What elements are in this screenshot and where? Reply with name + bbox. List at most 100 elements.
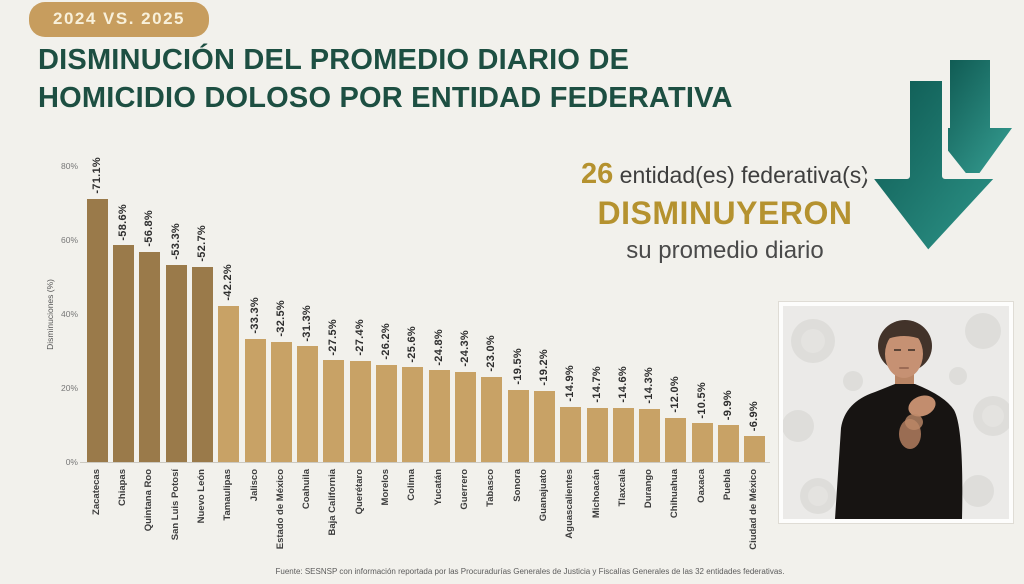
bar-category-label: Baja California: [327, 469, 339, 536]
bar-6: [244, 338, 266, 462]
bar-15: [481, 376, 503, 462]
bar-4: [191, 267, 213, 462]
bar-10: [349, 360, 371, 462]
y-axis-ticks: 0% 20% 40% 60% 80%: [40, 161, 78, 465]
bar-category-label: Coahuila: [301, 469, 313, 510]
bar-category-label: Ciudad de México: [748, 469, 760, 550]
bar-category-label: Yucatán: [432, 469, 444, 506]
bar-category-label: Colima: [406, 469, 418, 501]
callout-line1: 26 entidad(es) federativa(s): [558, 158, 892, 191]
bar-19: [586, 407, 608, 462]
bar-22: [665, 417, 687, 462]
bar-value-label: -6.9%: [748, 401, 761, 432]
bar-value-label: -25.6%: [406, 325, 419, 363]
bar-value-label: -26.2%: [380, 323, 393, 361]
entity-count: 26: [581, 158, 614, 190]
bar-value-label: -19.5%: [511, 348, 524, 385]
bar-value-label: -14.6%: [616, 366, 629, 403]
bar-value-label: -58.6%: [116, 203, 129, 241]
bar-category-label: Morelos: [380, 469, 392, 506]
bar-12: [402, 367, 424, 462]
bar-category-label: Nuevo León: [195, 469, 207, 524]
y-tick: 80%: [60, 160, 78, 171]
bar-11: [376, 365, 398, 462]
entity-count-suffix: entidad(es) federativa(s): [613, 162, 869, 188]
callout-subtitle: su promedio diario: [626, 237, 824, 264]
bar-category-label: Puebla: [722, 469, 734, 501]
bar-value-label: -14.7%: [590, 365, 603, 403]
bar-value-label: -19.2%: [537, 349, 550, 386]
bar-category-label: Quintana Roo: [143, 469, 155, 532]
bar-13: [428, 370, 450, 462]
page-title: DISMINUCIÓN DEL PROMEDIO DIARIO DE HOMIC…: [38, 42, 733, 117]
bar-value-label: -33.3%: [248, 297, 261, 334]
bar-category-label: Estado de México: [274, 469, 286, 550]
y-tick: 40%: [60, 308, 78, 319]
bar-category-label: Jalisco: [248, 469, 260, 502]
y-tick: 60%: [60, 234, 78, 245]
bar-category-label: Chiapas: [116, 469, 128, 506]
y-tick: 0%: [65, 456, 78, 467]
bar-value-label: -42.2%: [222, 264, 235, 301]
bar-16: [507, 389, 529, 462]
bar-value-label: -24.8%: [432, 328, 445, 366]
bar-18: [560, 406, 582, 462]
bar-category-label: Guerrero: [458, 469, 470, 510]
bar-17: [533, 390, 555, 462]
sign-language-interpreter-video: [779, 302, 1013, 523]
bar-21: [639, 409, 661, 462]
interpreter-illustration: [783, 306, 1009, 519]
bar-category-label: San Luis Potosí: [169, 469, 181, 541]
bar-23: [691, 423, 713, 462]
bar-category-label: Sonora: [511, 469, 523, 502]
bar-category-label: Durango: [643, 469, 655, 509]
x-axis-line: [80, 462, 770, 463]
bar-value-label: -27.4%: [353, 318, 366, 356]
bar-25: [744, 436, 766, 462]
bar-category-label: Querétaro: [353, 469, 365, 515]
bar-value-label: -24.3%: [458, 330, 471, 368]
bar-category-label: Guanajuato: [537, 469, 549, 522]
bar-category-label: Zacatecas: [90, 469, 102, 515]
page-title-line1: DISMINUCIÓN DEL PROMEDIO DIARIO DE: [38, 44, 630, 76]
bar-value-label: -32.5%: [274, 300, 287, 337]
y-tick: 20%: [60, 382, 78, 393]
bar-category-label: Chihuahua: [669, 469, 681, 519]
bar-value-label: -31.3%: [301, 304, 314, 342]
bar-7: [270, 341, 292, 462]
bar-3: [165, 264, 187, 462]
double-down-arrow-icon: [862, 50, 1014, 265]
bar-8: [297, 346, 319, 462]
bar-24: [718, 425, 740, 462]
bar-1: [112, 245, 134, 462]
bar-value-label: -14.3%: [643, 367, 656, 405]
bar-0: [86, 198, 108, 462]
bar-value-label: -14.9%: [564, 365, 577, 402]
bar-value-label: -12.0%: [669, 375, 682, 413]
bar-value-label: -27.5%: [327, 318, 340, 356]
bar-2: [139, 251, 161, 462]
bar-value-label: -53.3%: [169, 223, 182, 260]
bar-value-label: -23.0%: [485, 335, 498, 372]
bar-category-label: Tamaulipas: [222, 469, 234, 521]
bar-value-label: -71.1%: [90, 157, 103, 194]
summary-callout: 26 entidad(es) federativa(s) DISMINUYERO…: [558, 158, 892, 265]
bar-5: [218, 305, 240, 462]
bar-14: [454, 372, 476, 462]
bar-value-label: -52.7%: [195, 225, 208, 263]
bar-value-label: -10.5%: [695, 381, 708, 419]
bar-category-label: Michoacán: [590, 469, 602, 519]
bar-category-label: Oaxaca: [695, 469, 707, 503]
comparison-badge: 2024 VS. 2025: [29, 2, 209, 37]
source-note: Fuente: SESNSP con información reportada…: [275, 567, 785, 576]
bar-value-label: -56.8%: [143, 210, 156, 247]
bar-category-label: Aguascalientes: [564, 469, 576, 539]
bar-9: [323, 360, 345, 462]
bar-category-label: Tabasco: [485, 469, 497, 507]
bar-20: [612, 407, 634, 462]
bar-category-label: Tlaxcala: [616, 469, 628, 507]
page-title-line2: HOMICIDIO DOLOSO POR ENTIDAD FEDERATIVA: [38, 81, 733, 114]
callout-emphasis: DISMINUYERON: [597, 195, 853, 231]
bar-plot: -71.1% Zacatecas -58.6% Chiapas -56.8% Quinta…: [84, 157, 768, 550]
